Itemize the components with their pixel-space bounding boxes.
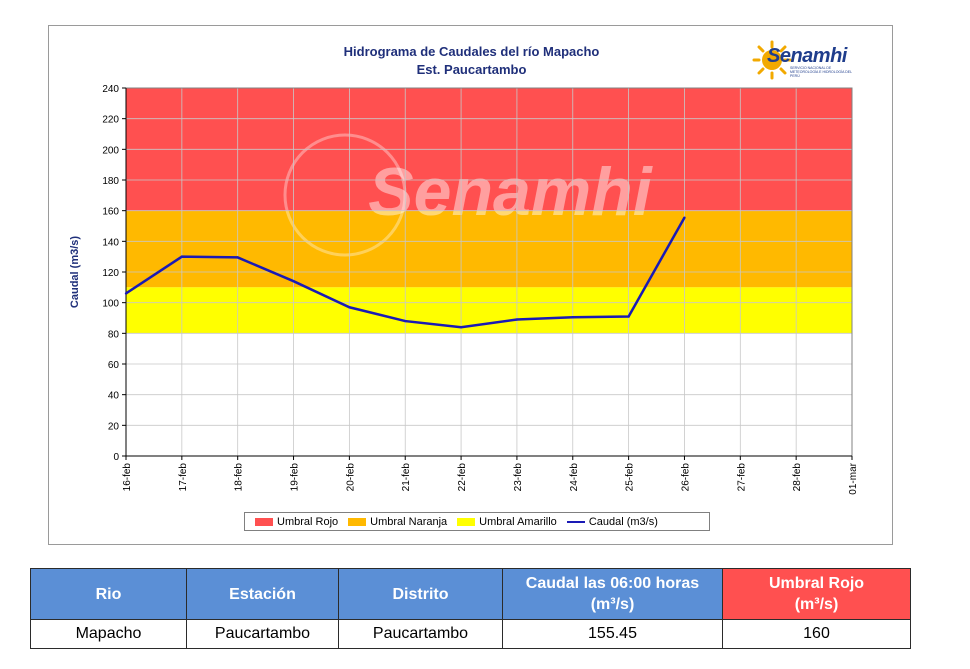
logo-subtitle: SERVICIO NACIONAL DE METEOROLOGÍA E HIDR… bbox=[790, 66, 852, 78]
threshold-band-2 bbox=[126, 287, 852, 334]
x-tick-label-6: 22-feb bbox=[457, 463, 468, 492]
header-umbral-rojo: Umbral Rojo (m³/s) bbox=[722, 568, 911, 620]
y-tick-label-12: 240 bbox=[102, 84, 119, 95]
x-tick-label-9: 25-feb bbox=[625, 463, 636, 492]
legend-item-caudal: Caudal (m3/s) bbox=[566, 515, 658, 528]
data-point-6 bbox=[459, 326, 463, 329]
x-tick-label-1: 17-feb bbox=[178, 463, 189, 492]
chart-subtitle: Est. Paucartambo bbox=[416, 62, 527, 77]
legend-swatch-caudal bbox=[566, 520, 585, 523]
legend-swatch-rojo bbox=[255, 517, 273, 526]
cell-caudal: 155.45 bbox=[502, 619, 723, 649]
legend-item-naranja: Umbral Naranja bbox=[348, 516, 447, 528]
y-tick-label-10: 200 bbox=[102, 145, 119, 156]
header-rio: Rio bbox=[30, 568, 187, 620]
x-tick-label-8: 24-feb bbox=[569, 463, 580, 492]
station-table: Rio Estación Distrito Caudal las 06:00 h… bbox=[30, 568, 911, 649]
x-tick-label-5: 21-feb bbox=[401, 463, 412, 492]
x-tick-label-11: 27-feb bbox=[736, 463, 747, 492]
legend-item-amarillo: Umbral Amarillo bbox=[457, 516, 557, 528]
x-tick-label-2: 18-feb bbox=[234, 463, 245, 492]
cell-distrito: Paucartambo bbox=[338, 619, 503, 649]
legend-swatch-amarillo bbox=[457, 517, 476, 526]
header-estacion: Estación bbox=[186, 568, 339, 620]
header-caudal: Caudal las 06:00 horas (m³/s) bbox=[502, 568, 723, 620]
y-tick-label-2: 40 bbox=[108, 391, 120, 402]
data-point-0 bbox=[124, 292, 128, 295]
x-tick-label-3: 19-feb bbox=[290, 463, 301, 492]
data-point-2 bbox=[236, 256, 239, 259]
threshold-band-1 bbox=[126, 210, 852, 288]
y-tick-label-8: 160 bbox=[102, 207, 119, 218]
y-tick-label-6: 120 bbox=[102, 268, 119, 279]
y-tick-label-4: 80 bbox=[108, 329, 120, 340]
table-header-row: Rio Estación Distrito Caudal las 06:00 h… bbox=[30, 568, 911, 620]
data-point-8 bbox=[571, 316, 574, 319]
y-tick-label-9: 180 bbox=[102, 176, 119, 187]
senamhi-logo bbox=[752, 40, 792, 80]
y-axis-title: Caudal (m3/s) bbox=[69, 236, 81, 308]
legend-swatch-naranja bbox=[348, 517, 367, 526]
data-point-1 bbox=[180, 255, 184, 258]
y-tick-label-3: 60 bbox=[108, 360, 120, 371]
x-tick-label-12: 28-feb bbox=[792, 463, 803, 492]
x-tick-label-10: 26-feb bbox=[680, 463, 691, 492]
header-umbral-line2: (m³/s) bbox=[794, 596, 839, 613]
cell-estacion: Paucartambo bbox=[186, 619, 339, 649]
x-tick-label-13: 01-mar bbox=[848, 462, 859, 494]
legend-item-rojo: Umbral Rojo bbox=[255, 516, 338, 528]
data-point-5 bbox=[404, 319, 407, 323]
header-umbral-line1: Umbral Rojo bbox=[768, 575, 865, 592]
y-tick-label-11: 220 bbox=[102, 115, 119, 126]
chart-legend: Umbral Rojo Umbral Naranja Umbral Amaril… bbox=[244, 512, 710, 531]
chart-title: Hidrograma de Caudales del río Mapacho bbox=[343, 44, 600, 59]
data-point-7 bbox=[515, 318, 519, 321]
y-tick-label-1: 20 bbox=[108, 421, 120, 432]
cell-rio: Mapacho bbox=[30, 619, 187, 649]
legend-label-amarillo: Umbral Amarillo bbox=[479, 515, 557, 528]
y-tick-label-0: 0 bbox=[113, 452, 119, 463]
x-tick-label-0: 16-feb bbox=[122, 463, 133, 492]
y-tick-label-5: 100 bbox=[102, 299, 119, 310]
data-point-10 bbox=[683, 216, 686, 219]
data-point-9 bbox=[627, 315, 630, 318]
header-caudal-line1: Caudal las 06:00 horas bbox=[525, 575, 700, 592]
logo-text: Senamhi bbox=[767, 45, 847, 67]
x-tick-label-4: 20-feb bbox=[345, 463, 356, 492]
legend-label-naranja: Umbral Naranja bbox=[370, 515, 448, 528]
cell-umbral: 160 bbox=[722, 619, 911, 649]
legend-label-rojo: Umbral Rojo bbox=[277, 515, 339, 528]
y-tick-label-7: 140 bbox=[102, 237, 119, 248]
data-point-3 bbox=[292, 280, 295, 283]
x-tick-label-7: 23-feb bbox=[513, 463, 524, 492]
table-row: Mapacho Paucartambo Paucartambo 155.45 1… bbox=[30, 619, 911, 649]
watermark-text: Senamhi bbox=[368, 154, 654, 230]
data-point-4 bbox=[348, 306, 351, 309]
header-distrito: Distrito bbox=[338, 568, 503, 620]
legend-label-caudal: Caudal (m3/s) bbox=[588, 515, 658, 528]
sun-icon bbox=[752, 40, 792, 80]
header-caudal-line2: (m³/s) bbox=[590, 596, 635, 613]
